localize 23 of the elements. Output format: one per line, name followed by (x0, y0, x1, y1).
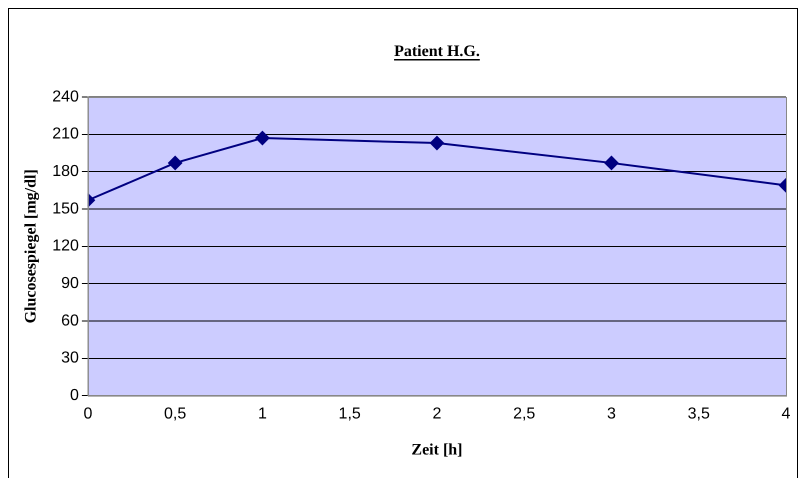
x-tick-label: 3,5 (688, 406, 710, 423)
x-tick-label: 2 (432, 406, 442, 423)
y-tick-label: 60 (61, 312, 79, 330)
y-tick-label: 30 (61, 350, 79, 367)
point (430, 136, 444, 150)
x-tick-label: 1 (258, 406, 267, 423)
y-tick-label: 0 (70, 387, 79, 404)
x-tick-label: 0,5 (164, 406, 186, 423)
x-axis-title: Zeit [h] (411, 442, 462, 459)
x-tick-label: 2,5 (513, 406, 536, 423)
y-tick-label: 150 (52, 200, 79, 218)
x-tick-label: 3 (607, 406, 616, 423)
x-tick-label: 0 (83, 406, 92, 423)
x-tick-label: 4 (782, 406, 791, 423)
y-tick-label: 210 (52, 126, 79, 143)
y-tick-label: 90 (61, 275, 79, 292)
y-tick-label: 240 (52, 88, 79, 106)
y-tick-label: 180 (52, 163, 79, 180)
x-tick-label: 1,5 (338, 406, 361, 423)
y-axis-title: Glucosespiegel [mg/dl] (22, 169, 40, 324)
point (255, 131, 270, 146)
chart-title: Patient H.G. (394, 43, 480, 60)
y-tick-label: 120 (52, 238, 79, 255)
